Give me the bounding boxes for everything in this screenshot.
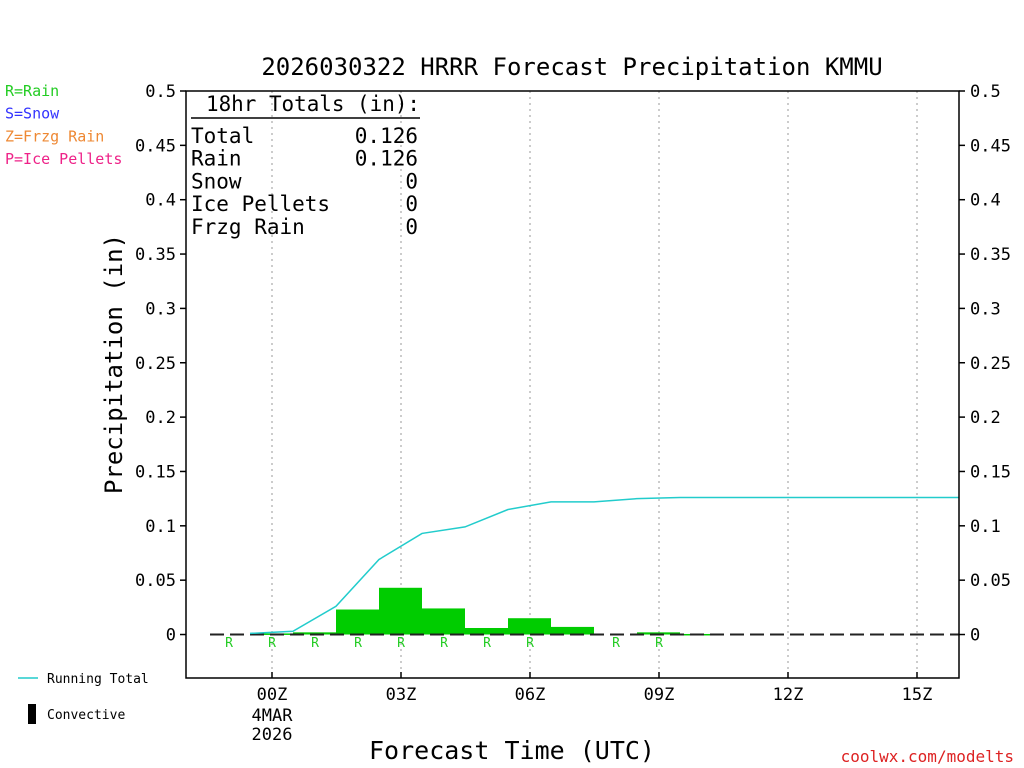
y-tick-label: 0 (166, 626, 176, 646)
y-axis-label: Precipitation (in) (100, 234, 128, 494)
precip-bar (379, 587, 422, 635)
legend-label: Convective (47, 708, 125, 723)
y-tick-label: 0.4 (145, 191, 176, 211)
y-tick-label: 0.15 (135, 462, 176, 482)
totals-label: Frzg Rain (191, 215, 305, 239)
convective-legend-swatch (28, 704, 36, 724)
running-total-line (249, 496, 959, 635)
y-tick-label: 0.5 (970, 82, 1001, 102)
type-legend-item: R=Rain (5, 82, 59, 100)
x-tick-label: 03Z (386, 685, 417, 705)
precip-type-marker: R (526, 636, 534, 651)
precip-type-marker: R (397, 636, 405, 651)
x-axis-label: Forecast Time (UTC) (369, 736, 655, 765)
y-tick-label: 0.2 (145, 408, 176, 428)
totals-box: 18hr Totals (in): Total 0.126 Rain 0.126 Sno… (191, 92, 420, 239)
precip-type-marker: R (311, 636, 319, 651)
y-tick-label: 0.45 (135, 136, 176, 156)
precip-type-legend: R=Rain S=Snow Z=Frzg Rain P=Ice Pellets (5, 82, 122, 168)
totals-label: Ice Pellets (191, 192, 330, 216)
y-tick-label: 0.15 (970, 462, 1011, 482)
precip-bar (336, 609, 379, 635)
precip-type-marker: R (440, 636, 448, 651)
gridlines (271, 91, 918, 678)
y-tick-label: 0.2 (970, 408, 1001, 428)
y-tick-label: 0.35 (135, 245, 176, 265)
y-tick-label: 0.35 (970, 245, 1011, 265)
x-tick-date: 4MAR (252, 706, 294, 726)
type-legend-item: S=Snow (5, 105, 60, 123)
y-tick-label: 0.3 (145, 299, 176, 319)
precip-type-marker: R (268, 636, 276, 651)
y-tick-label: 0.25 (135, 354, 176, 374)
y-tick-label: 0.5 (145, 82, 176, 102)
y-tick-label: 0.4 (970, 191, 1001, 211)
x-tick-year: 2026 (252, 725, 293, 745)
y-axis-right: 0 0.05 0.1 0.15 0.2 0.25 0.3 0.35 0.4 0.45 0.5 (959, 82, 1011, 646)
y-tick-label: 0.1 (970, 517, 1001, 537)
totals-value: 0 (405, 215, 418, 239)
legend-label: Running Total (47, 672, 149, 687)
totals-label: Snow (191, 169, 242, 193)
x-tick-label: 09Z (644, 685, 675, 705)
y-tick-label: 0.25 (970, 354, 1011, 374)
x-tick-label: 12Z (773, 685, 804, 705)
credit-text: coolwx.com/modelts (841, 747, 1014, 766)
precip-bar (637, 632, 680, 635)
chart-title: 2026030322 HRRR Forecast Precipitation K… (261, 53, 882, 81)
precip-type-marker: R (612, 636, 620, 651)
precip-bar (551, 626, 594, 635)
precip-type-marker: R (655, 636, 663, 651)
precip-type-marker: R (483, 636, 491, 651)
precip-bar (422, 608, 465, 635)
precip-bar (508, 618, 551, 635)
totals-value: 0.126 (355, 124, 418, 148)
precip-bar (293, 632, 336, 635)
x-tick-label: 15Z (902, 685, 933, 705)
precip-bars (210, 587, 959, 636)
series-legend: Running Total Convective (18, 672, 149, 724)
precip-bar (465, 627, 508, 635)
y-tick-label: 0.1 (145, 517, 176, 537)
totals-value: 0 (405, 192, 418, 216)
y-axis-left: 0 0.05 0.1 0.15 0.2 0.25 0.3 0.35 0.4 0.45 0.5 (135, 82, 186, 646)
x-tick-label: 00Z (257, 685, 288, 705)
precip-type-marker: R (354, 636, 362, 651)
totals-value: 0.126 (355, 147, 418, 171)
type-legend-item: P=Ice Pellets (5, 150, 122, 168)
totals-value: 0 (405, 169, 418, 193)
precip-type-marker: R (225, 636, 233, 651)
plot-frame (185, 90, 960, 679)
type-legend-item: Z=Frzg Rain (5, 127, 104, 145)
running-total-series (249, 496, 959, 635)
y-tick-label: 0.05 (135, 571, 176, 591)
totals-label: Rain (191, 147, 242, 171)
y-tick-label: 0.05 (970, 571, 1011, 591)
y-tick-label: 0 (970, 626, 980, 646)
y-tick-label: 0.45 (970, 136, 1011, 156)
x-tick-label: 06Z (515, 685, 546, 705)
y-tick-label: 0.3 (970, 299, 1001, 319)
totals-heading: 18hr Totals (in): (206, 92, 420, 116)
totals-label: Total (191, 124, 254, 148)
